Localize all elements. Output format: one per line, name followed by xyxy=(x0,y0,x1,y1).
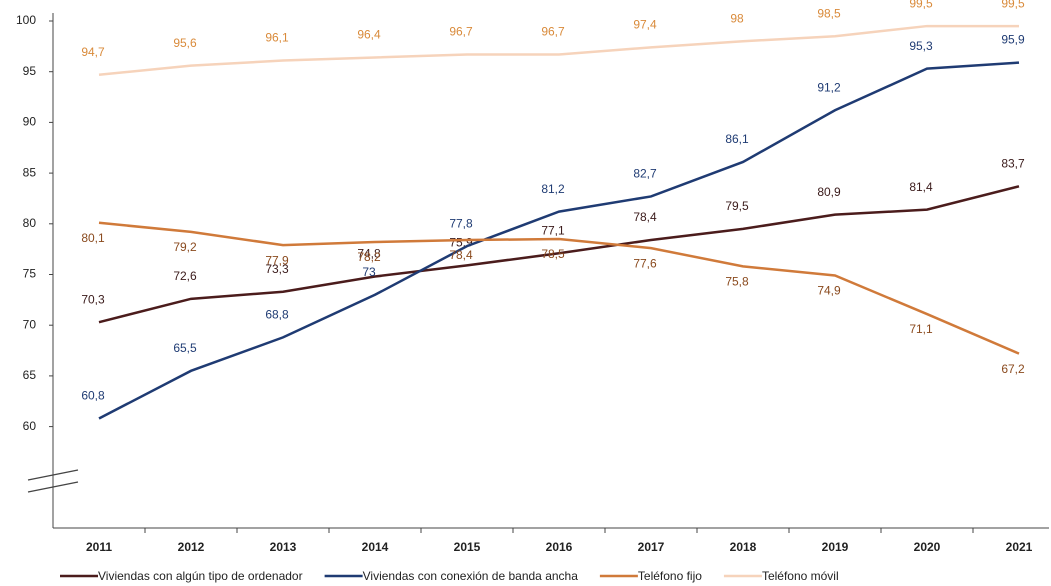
data-label: 78,5 xyxy=(541,247,565,261)
y-tick-label: 75 xyxy=(23,267,37,281)
x-tick-label: 2016 xyxy=(546,540,573,554)
data-label: 74,8 xyxy=(357,247,381,261)
data-label: 98 xyxy=(730,11,744,25)
legend-label: Teléfono fijo xyxy=(638,569,702,583)
x-tick-label: 2012 xyxy=(178,540,205,554)
x-tick-label: 2021 xyxy=(1006,540,1033,554)
data-label: 82,7 xyxy=(633,167,657,181)
y-tick-label: 65 xyxy=(23,368,37,382)
series-line xyxy=(98,185,1020,324)
data-label: 98,5 xyxy=(817,6,841,20)
y-tick-label: 95 xyxy=(23,64,37,78)
data-label: 80,1 xyxy=(81,231,105,245)
data-label: 75,8 xyxy=(725,275,749,289)
x-tick-label: 2013 xyxy=(270,540,297,554)
data-label: 77,8 xyxy=(449,216,473,230)
data-label: 77,9 xyxy=(265,253,289,267)
data-label: 95,9 xyxy=(1001,33,1025,47)
x-tick-label: 2019 xyxy=(822,540,849,554)
data-label: 74,9 xyxy=(817,284,841,298)
data-label: 73,3 xyxy=(265,262,289,276)
x-tick-label: 2015 xyxy=(454,540,481,554)
y-tick-label: 60 xyxy=(23,419,37,433)
y-tick-label: 80 xyxy=(23,216,37,230)
data-label: 96,7 xyxy=(449,25,473,39)
data-label: 65,5 xyxy=(173,341,197,355)
data-label: 77,1 xyxy=(541,223,565,237)
data-label: 60,8 xyxy=(81,389,105,403)
data-label: 95,3 xyxy=(909,39,933,53)
data-label: 95,6 xyxy=(173,36,197,50)
data-label: 78,2 xyxy=(357,250,381,264)
data-label: 97,4 xyxy=(633,18,657,32)
y-tick-label: 100 xyxy=(16,13,36,27)
series-line xyxy=(98,61,1020,420)
data-label: 77,6 xyxy=(633,256,657,270)
x-tick-label: 2020 xyxy=(914,540,941,554)
series-line xyxy=(98,24,1019,76)
data-label: 81,2 xyxy=(541,182,565,196)
data-label: 78,4 xyxy=(449,248,473,262)
y-tick-label: 90 xyxy=(23,115,37,129)
x-tick-label: 2011 xyxy=(86,540,112,554)
series-line xyxy=(98,221,1020,355)
y-tick-label: 85 xyxy=(23,165,37,179)
data-label: 70,3 xyxy=(81,292,105,306)
data-label: 86,1 xyxy=(725,132,749,146)
x-tick-label: 2017 xyxy=(638,540,665,554)
data-label: 94,7 xyxy=(81,45,105,59)
data-label: 96,7 xyxy=(541,25,565,39)
data-label: 79,2 xyxy=(173,240,197,254)
legend-label: Viviendas con algún tipo de ordenador xyxy=(98,569,303,583)
data-label: 91,2 xyxy=(817,80,841,94)
data-label: 96,1 xyxy=(265,31,289,45)
data-label: 99,5 xyxy=(909,0,933,10)
legend-label: Viviendas con conexión de banda ancha xyxy=(363,569,579,583)
data-label: 71,1 xyxy=(909,322,933,336)
legend-label: Teléfono móvil xyxy=(762,569,839,583)
x-tick-label: 2014 xyxy=(362,540,389,554)
data-label: 78,4 xyxy=(633,210,657,224)
data-label: 81,4 xyxy=(909,180,933,194)
x-tick-label: 2018 xyxy=(730,540,757,554)
data-label: 68,8 xyxy=(265,308,289,322)
data-label: 67,2 xyxy=(1001,362,1025,376)
data-label: 96,4 xyxy=(357,28,381,42)
data-label: 72,6 xyxy=(173,269,197,283)
y-tick-label: 70 xyxy=(23,317,37,331)
data-label: 73 xyxy=(362,265,376,279)
data-label: 79,5 xyxy=(725,199,749,213)
data-label: 80,9 xyxy=(817,185,841,199)
data-label: 99,5 xyxy=(1001,0,1025,10)
data-label: 83,7 xyxy=(1001,156,1025,170)
